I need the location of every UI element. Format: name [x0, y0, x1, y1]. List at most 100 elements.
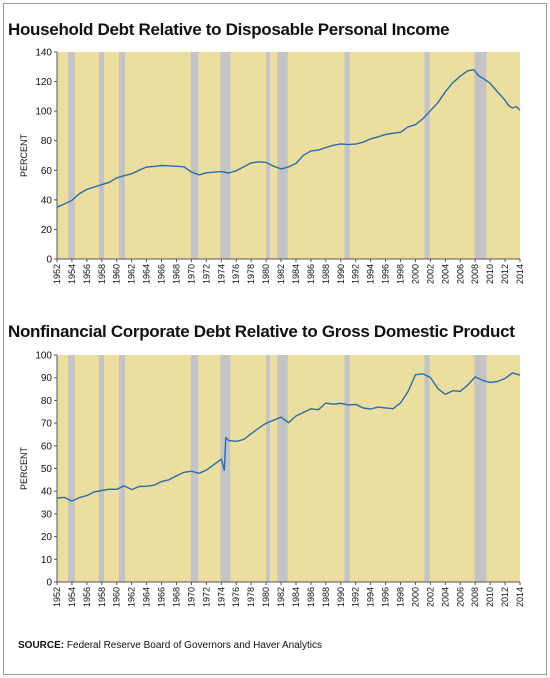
- x-tick-label: 1976: [231, 264, 241, 284]
- y-tick-label: 80: [41, 136, 53, 147]
- series-line-0: [56, 69, 521, 208]
- recession-band-9: [474, 52, 487, 259]
- x-tick-label: 2012: [500, 587, 510, 607]
- x-tick-label: 1972: [201, 264, 211, 284]
- x-tick-label: 1962: [127, 264, 137, 284]
- x-tick-label: 1964: [142, 587, 152, 607]
- x-tick-label: 1956: [82, 587, 92, 607]
- x-tick-label: 1970: [186, 264, 196, 284]
- x-tick-label: 1968: [171, 587, 181, 607]
- x-tick-label: 1954: [67, 587, 77, 607]
- recession-band-4: [220, 355, 231, 582]
- y-tick-label: 50: [41, 464, 53, 475]
- x-tick-label: 1980: [261, 264, 271, 284]
- recession-band-1: [98, 52, 105, 259]
- x-tick-label: 1966: [157, 587, 167, 607]
- recession-band-5: [266, 52, 270, 259]
- x-tick-label: 1990: [336, 264, 346, 284]
- y-tick-label: 0: [46, 255, 52, 266]
- x-tick-label: 1970: [186, 587, 196, 607]
- y-axis-label: PERCENT: [19, 134, 29, 178]
- y-tick-label: 70: [41, 419, 53, 430]
- y-tick-label: 100: [35, 107, 52, 118]
- recession-band-1: [98, 355, 105, 582]
- x-tick-label: 2000: [410, 587, 420, 607]
- y-tick-label: 40: [41, 195, 53, 206]
- chart-title-household-debt: Household Debt Relative to Disposable Pe…: [8, 20, 450, 39]
- x-tick-label: 2010: [485, 264, 495, 284]
- x-tick-label: 2004: [440, 587, 450, 607]
- x-tick-label: 1988: [321, 587, 331, 607]
- y-tick-label: 90: [41, 373, 53, 384]
- x-tick-label: 1972: [201, 587, 211, 607]
- x-tick-label: 1988: [321, 264, 331, 284]
- x-tick-label: 1990: [336, 587, 346, 607]
- recession-band-0: [68, 355, 75, 582]
- x-tick-label: 2000: [410, 264, 420, 284]
- x-tick-label: 1962: [127, 587, 137, 607]
- source-note: SOURCE: Federal Reserve Board of Governo…: [18, 640, 322, 651]
- recession-band-3: [190, 52, 199, 259]
- x-tick-label: 1984: [291, 587, 301, 607]
- y-tick-label: 40: [41, 487, 53, 498]
- x-tick-label: 2006: [455, 587, 465, 607]
- recession-band-8: [424, 355, 430, 582]
- x-tick-label: 2008: [470, 264, 480, 284]
- recession-band-7: [344, 355, 350, 582]
- recession-band-8: [424, 52, 430, 259]
- x-tick-label: 1954: [67, 264, 77, 284]
- x-tick-label: 1966: [157, 264, 167, 284]
- x-tick-label: 1986: [306, 264, 316, 284]
- chart-household-debt: 0 20 40 60 80 100 120 140 1952 1954 1956 1958 1960 19…: [19, 48, 525, 285]
- recession-band-6: [277, 355, 288, 582]
- recession-band-0: [68, 52, 75, 259]
- x-tick-label: 2004: [440, 264, 450, 284]
- y-tick-label: 140: [35, 48, 52, 59]
- x-tick-label: 2002: [425, 587, 435, 607]
- x-tick-label: 1982: [276, 264, 286, 284]
- x-tick-label: 2014: [515, 264, 525, 284]
- y-tick-label: 20: [41, 225, 53, 236]
- x-tick-label: 1974: [216, 264, 226, 284]
- y-tick-label: 0: [46, 578, 52, 589]
- x-tick-label: 1956: [82, 264, 92, 284]
- y-axis-label: PERCENT: [19, 447, 29, 491]
- recession-band-5: [266, 355, 270, 582]
- x-tick-label: 1994: [366, 264, 376, 284]
- x-tick-label: 1978: [246, 587, 256, 607]
- y-tick-label: 80: [41, 396, 53, 407]
- x-tick-label: 1994: [366, 587, 376, 607]
- y-tick-label: 120: [35, 77, 52, 88]
- y-tick-label: 60: [41, 441, 53, 452]
- y-tick-label: 60: [41, 166, 53, 177]
- x-tick-label: 1986: [306, 587, 316, 607]
- x-tick-label: 1974: [216, 587, 226, 607]
- x-tick-label: 1958: [97, 264, 107, 284]
- x-tick-label: 1952: [52, 264, 62, 284]
- x-tick-label: 2006: [455, 264, 465, 284]
- x-tick-label: 1998: [396, 587, 406, 607]
- recession-band-9: [474, 355, 487, 582]
- x-tick-label: 1996: [381, 264, 391, 284]
- chart-title-corporate-debt: Nonfinancial Corporate Debt Relative to …: [8, 322, 515, 341]
- recession-band-3: [190, 355, 199, 582]
- x-tick-label: 1964: [142, 264, 152, 284]
- x-tick-label: 1980: [261, 587, 271, 607]
- plot-area: [57, 355, 520, 582]
- recession-band-6: [277, 52, 288, 259]
- x-tick-label: 1992: [351, 587, 361, 607]
- x-tick-label: 1984: [291, 264, 301, 284]
- x-tick-label: 1960: [112, 264, 122, 284]
- recession-band-2: [118, 52, 125, 259]
- x-tick-label: 1998: [396, 264, 406, 284]
- y-tick-label: 100: [35, 351, 52, 362]
- x-tick-label: 2010: [485, 587, 495, 607]
- recession-band-7: [344, 52, 350, 259]
- y-tick-label: 10: [41, 555, 53, 566]
- recession-band-2: [118, 355, 125, 582]
- x-tick-label: 1978: [246, 264, 256, 284]
- x-tick-label: 1960: [112, 587, 122, 607]
- recession-band-4: [220, 52, 231, 259]
- y-tick-label: 30: [41, 509, 53, 520]
